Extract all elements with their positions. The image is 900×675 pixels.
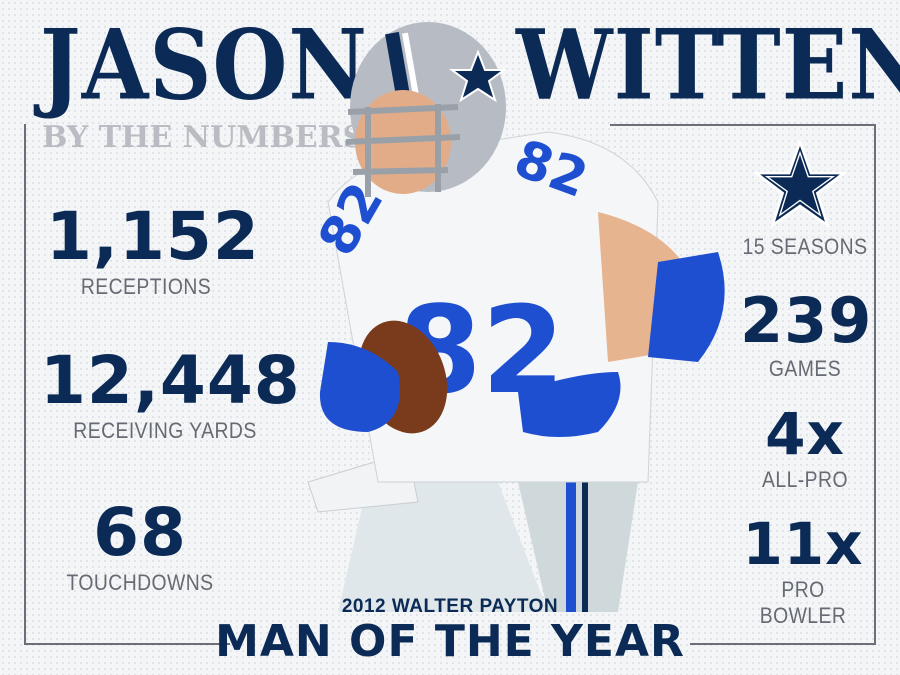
stat-touchdowns-label: TOUCHDOWNS xyxy=(66,570,214,595)
stat-receptions-value: 1,152 xyxy=(46,198,260,275)
frame-right xyxy=(874,124,876,644)
frame-top-right xyxy=(610,124,876,126)
stat-receptions: 1,152 RECEPTIONS xyxy=(46,198,260,300)
frame-bottom-right xyxy=(690,643,876,645)
player-image: 82 82 82 xyxy=(307,22,725,612)
stat-seasons-label: 15 SEASONS xyxy=(742,234,868,259)
stat-pro-bowler-value: 11x xyxy=(742,510,864,578)
stat-touchdowns-value: 68 xyxy=(93,494,187,571)
stat-all-pro: 4x ALL-PRO xyxy=(740,405,870,493)
award-title: MAN OF THE YEAR xyxy=(215,616,685,667)
stat-games-value: 239 xyxy=(740,284,873,357)
stat-games: 239 GAMES xyxy=(740,284,873,382)
stat-receiving-yards: 12,448 RECEIVING YARDS xyxy=(40,342,301,444)
last-name-heading: WITTEN xyxy=(516,9,900,123)
star-icon xyxy=(754,140,846,228)
first-name-heading: JASON xyxy=(40,9,369,123)
stat-touchdowns: 68 TOUCHDOWNS xyxy=(40,500,240,596)
frame-bottom-left xyxy=(24,643,230,645)
stat-games-label: GAMES xyxy=(768,356,842,381)
stat-receptions-label: RECEPTIONS xyxy=(80,274,212,299)
stat-receiving-yards-value: 12,448 xyxy=(40,342,301,419)
award-subtitle: 2012 WALTER PAYTON xyxy=(341,596,559,617)
subtitle-by-the-numbers: BY THE NUMBERS xyxy=(42,120,365,155)
stat-all-pro-label: ALL-PRO xyxy=(762,467,848,492)
stat-seasons: 15 SEASONS xyxy=(730,230,880,260)
stat-pro-bowler-label: PRO BOWLER xyxy=(759,577,847,628)
frame-left xyxy=(24,124,26,644)
stat-pro-bowler: 11x PRO BOWLER xyxy=(728,515,878,629)
stat-all-pro-value: 4x xyxy=(765,400,845,468)
stat-receiving-yards-label: RECEIVING YARDS xyxy=(73,418,257,443)
